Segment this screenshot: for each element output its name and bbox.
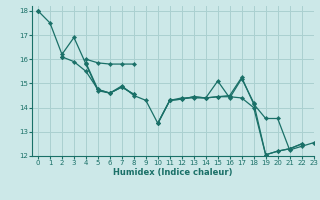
X-axis label: Humidex (Indice chaleur): Humidex (Indice chaleur) (113, 168, 233, 177)
